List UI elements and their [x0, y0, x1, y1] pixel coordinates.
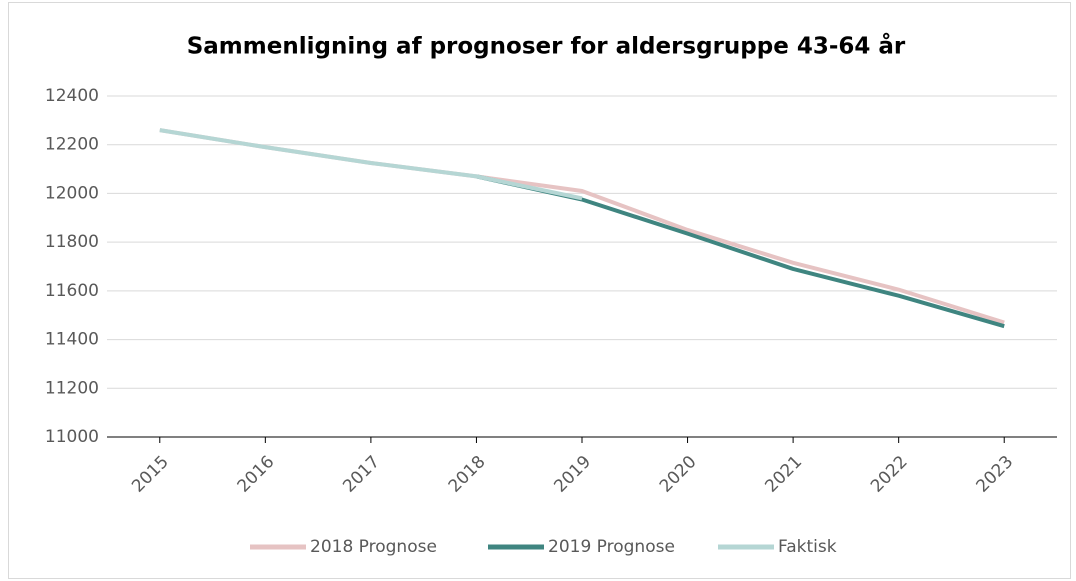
- chart-title: Sammenligning af prognoser for aldersgru…: [187, 33, 906, 60]
- series-line: [159, 128, 583, 201]
- legend-label: 2019 Prognose: [548, 537, 675, 557]
- legend-label: 2018 Prognose: [310, 537, 437, 557]
- y-tick-label: 12200: [45, 135, 99, 155]
- y-tick-label: 11600: [45, 281, 99, 301]
- y-tick-label: 12000: [45, 183, 99, 203]
- y-tick-label: 12400: [45, 86, 99, 106]
- y-tick-label: 11400: [45, 330, 99, 350]
- y-tick-label: 11000: [45, 427, 99, 447]
- y-tick-label: 11800: [45, 232, 99, 252]
- y-tick-label: 11200: [45, 378, 99, 398]
- legend-label: Faktisk: [778, 537, 837, 557]
